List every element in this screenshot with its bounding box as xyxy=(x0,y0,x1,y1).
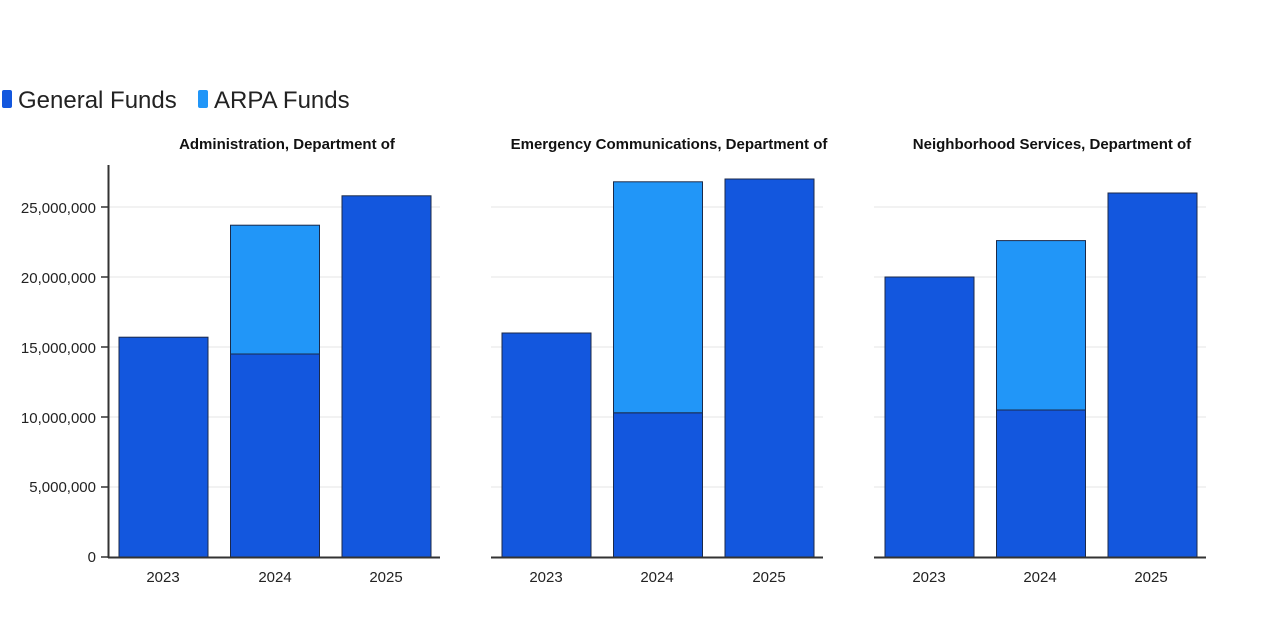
x-tick-label: 2023 xyxy=(912,569,945,586)
legend-swatch-arpa-funds xyxy=(198,90,208,108)
bar-general-funds-2023 xyxy=(118,336,209,558)
legend-label-arpa-funds: ARPA Funds xyxy=(214,87,350,114)
panel-title-emergency-communications: Emergency Communications, Department of xyxy=(511,136,829,153)
bar-general-funds-2025 xyxy=(1107,192,1198,558)
x-tick-label: 2025 xyxy=(752,569,785,586)
y-tick-label: 15,000,000 xyxy=(21,340,96,357)
x-tick-label: 2023 xyxy=(146,569,179,586)
bar-general-funds-2023 xyxy=(884,276,975,558)
x-tick-label: 2024 xyxy=(1023,569,1056,586)
panel-title-administration: Administration, Department of xyxy=(179,136,396,153)
x-tick-label: 2025 xyxy=(1134,569,1167,586)
bar-general-funds-2024 xyxy=(613,412,703,558)
bar-general-funds-2024 xyxy=(996,409,1086,558)
bar-general-funds-2024 xyxy=(230,353,320,558)
x-tick-label: 2025 xyxy=(369,569,402,586)
bar-general-funds-2025 xyxy=(341,195,432,558)
x-tick-label: 2024 xyxy=(258,569,291,586)
y-tick-label: 10,000,000 xyxy=(21,410,96,427)
bar-arpa-funds-2024 xyxy=(613,181,703,414)
legend: General Funds ARPA Funds xyxy=(2,87,350,114)
bar-arpa-funds-2024 xyxy=(996,240,1086,411)
plot-area xyxy=(101,165,1206,559)
y-tick-label: 0 xyxy=(88,549,96,566)
bar-general-funds-2025 xyxy=(724,178,815,558)
panel-title-neighborhood-services: Neighborhood Services, Department of xyxy=(913,136,1192,153)
legend-label-general-funds: General Funds xyxy=(18,87,177,114)
bar-general-funds-2023 xyxy=(501,332,592,558)
x-axis-labels: 2023 2024 2025 2023 2024 2025 2023 2024 … xyxy=(146,569,1167,586)
y-tick-label: 20,000,000 xyxy=(21,270,96,287)
bar-arpa-funds-2024 xyxy=(230,224,320,355)
y-axis: 0 5,000,000 10,000,000 15,000,000 20,000… xyxy=(21,200,96,566)
legend-swatch-general-funds xyxy=(2,90,12,108)
y-tick-label: 25,000,000 xyxy=(21,200,96,217)
x-tick-label: 2024 xyxy=(640,569,673,586)
x-tick-label: 2023 xyxy=(529,569,562,586)
y-tick-label: 5,000,000 xyxy=(29,479,96,496)
